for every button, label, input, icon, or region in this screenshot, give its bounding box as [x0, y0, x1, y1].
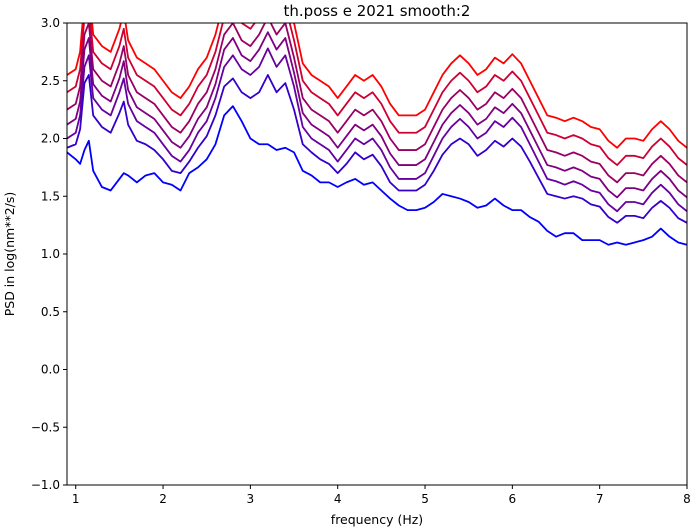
series-layer: [67, 23, 687, 246]
chart-title: th.poss e 2021 smooth:2: [284, 2, 471, 20]
x-tick-label: 8: [683, 492, 691, 506]
y-tick-label: 1.5: [41, 189, 60, 203]
x-tick-label: 4: [334, 492, 342, 506]
x-tick-label: 6: [509, 492, 517, 506]
x-tick-label: 2: [159, 492, 167, 506]
y-tick-label: −0.5: [31, 420, 60, 434]
series-line-3: [67, 23, 687, 184]
y-axis-label: PSD in log(nm**2/s): [2, 192, 17, 317]
series-line-4: [67, 31, 687, 199]
y-axis: −1.0 −0.5 0.0 0.5 1.0 1.5 2.0 2.5 3.0: [31, 16, 67, 492]
x-axis-label: frequency (Hz): [331, 512, 423, 527]
series-line-6: [67, 74, 687, 224]
x-tick-label: 5: [421, 492, 429, 506]
x-tick-label: 3: [247, 492, 255, 506]
series-line-1: [67, 23, 687, 149]
y-tick-label: 2.0: [41, 132, 60, 146]
series-line-5: [67, 47, 687, 213]
y-tick-label: 2.5: [41, 74, 60, 88]
y-tick-label: 0.0: [41, 363, 60, 377]
x-axis: 1 2 3 4 5 6 7 8: [72, 485, 691, 506]
series-line-2: [67, 23, 687, 166]
series-line-7: [67, 105, 687, 246]
y-tick-label: −1.0: [31, 478, 60, 492]
y-tick-label: 0.5: [41, 305, 60, 319]
y-tick-label: 1.0: [41, 247, 60, 261]
plot-frame: [66, 22, 688, 486]
x-tick-label: 7: [596, 492, 604, 506]
y-tick-label: 3.0: [41, 16, 60, 30]
x-tick-label: 1: [72, 492, 80, 506]
